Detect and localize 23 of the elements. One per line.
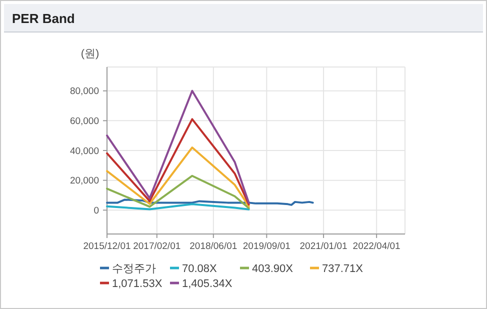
x-tick-label: 2021/01/01 <box>300 241 348 252</box>
line-series <box>106 146 250 208</box>
legend-label: 1,405.34X <box>182 278 233 290</box>
y-tick-label: 40,000 <box>70 146 99 157</box>
line-series <box>106 90 250 204</box>
legend-label: 수정주가 <box>112 262 156 275</box>
legend-label: 403.90X <box>252 262 294 275</box>
y-tick-label: 60,000 <box>70 116 99 128</box>
x-tick-label: 2019/09/01 <box>242 241 290 252</box>
x-tick-label: 2017/02/01 <box>133 241 181 252</box>
x-tick-label: 2015/12/01 <box>83 241 131 252</box>
y-axis-title: (원) <box>80 48 100 60</box>
legend-label: 737.71X <box>322 262 364 275</box>
line-series <box>106 118 250 206</box>
line-series <box>106 174 250 210</box>
y-tick-label: 20,000 <box>70 176 99 187</box>
y-tick-label: 0 <box>94 205 99 216</box>
y-tick-label: 80,000 <box>70 86 99 98</box>
x-tick-label: 2018/06/01 <box>190 241 238 252</box>
legend-label: 70.08X <box>182 262 218 275</box>
legend-label: 1,071.53X <box>112 278 163 290</box>
chart-title: PER Band <box>12 11 75 26</box>
x-tick-label: 2022/04/01 <box>352 241 400 252</box>
